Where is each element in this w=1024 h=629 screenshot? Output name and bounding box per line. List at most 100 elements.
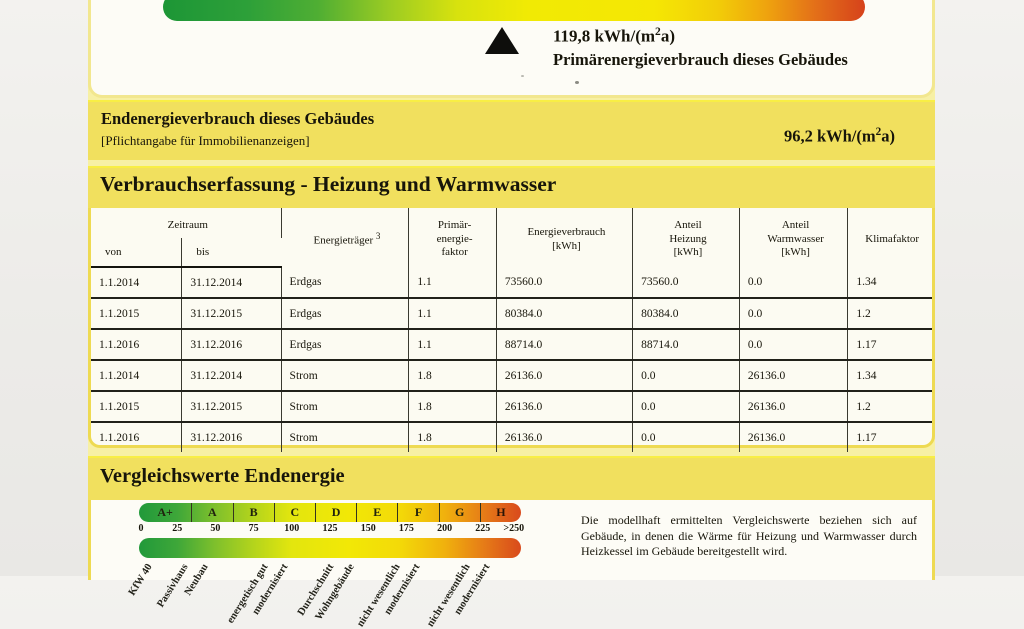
scale-tick: 125 xyxy=(322,523,338,534)
scale-tick: 50 xyxy=(210,523,221,534)
table-row: 1.1.2016 31.12.2016 Erdgas 1.1 88714.0 88714.… xyxy=(91,329,932,361)
comparison-scale: A+ A B C D E F G H 0 25 50 75 100 125 150 175 200 225 >250… xyxy=(127,500,525,629)
table-cell: 1.17 xyxy=(847,329,932,361)
rotated-building-label: KfW 40 xyxy=(126,562,155,598)
col-header-energieverbrauch: Energieverbrauch [kWh] xyxy=(496,208,634,267)
table-row: 1.1.2014 31.12.2014 Erdgas 1.1 73560.0 73560.… xyxy=(91,267,932,299)
final-energy-band: Endenergieverbrauch dieses Gebäudes [Pfl… xyxy=(88,100,935,160)
table-row: 1.1.2015 31.12.2015 Erdgas 1.1 80384.0 80384.… xyxy=(91,298,932,330)
col-header-anteil-warmwasser: Anteil Warmwasser [kWh] xyxy=(739,208,849,267)
table-cell: Erdgas xyxy=(281,267,410,299)
scan-noise-dot xyxy=(575,81,579,84)
table-cell: 26136.0 xyxy=(496,360,634,392)
efficiency-class-label: A+ xyxy=(139,503,193,522)
col-header-klimafaktor: Klimafaktor xyxy=(865,232,920,245)
comparison-note: Die modellhaft ermittelten Vergleichswer… xyxy=(581,513,917,558)
table-cell: 1.8 xyxy=(408,422,497,452)
final-energy-value-sup: 2 xyxy=(875,126,882,138)
table-cell: 26136.0 xyxy=(739,391,849,423)
certificate-frame: 119,8 kWh/(m2a) Primärenergieverbrauch d… xyxy=(88,0,935,629)
col-header-primaerfaktor: Primär- energie- faktor xyxy=(408,208,497,267)
table-cell: 88714.0 xyxy=(496,329,634,361)
primary-energy-label: Primärenergieverbrauch dieses Gebäudes xyxy=(553,50,848,69)
table-cell: 31.12.2015 xyxy=(181,391,282,423)
energietraeger-footnote: 3 xyxy=(375,230,381,241)
table-cell: 1.8 xyxy=(408,360,497,392)
table-cell: 1.34 xyxy=(847,360,932,392)
table-cell: Erdgas xyxy=(281,329,410,361)
table-cell: 73560.0 xyxy=(496,267,634,299)
table-cell: 1.1 xyxy=(408,267,497,299)
consumption-table-body: 1.1.2014 31.12.2014 Erdgas 1.1 73560.0 73560.… xyxy=(91,267,932,452)
table-cell: 1.2 xyxy=(847,391,932,423)
consumption-section-band: Verbrauchserfassung - Heizung und Warmwa… xyxy=(88,166,935,208)
table-cell: 1.1.2014 xyxy=(91,267,183,299)
table-cell: Strom xyxy=(281,391,410,423)
scale-tick: 0 xyxy=(138,523,144,534)
table-cell: 31.12.2014 xyxy=(181,267,282,299)
col-header-anteil-heizung: Anteil Heizung [kWh] xyxy=(632,208,740,267)
final-energy-value-text: 96,2 kWh/(m xyxy=(783,126,876,146)
efficiency-class-label: E xyxy=(357,503,399,522)
table-cell: 31.12.2015 xyxy=(181,298,282,330)
scale-tick: 200 xyxy=(437,523,453,534)
table-cell: 1.2 xyxy=(847,298,932,330)
efficiency-class-label: H xyxy=(496,505,506,519)
table-cell: 26136.0 xyxy=(496,422,634,452)
table-cell: 0.0 xyxy=(632,422,740,452)
consumption-table: Zeitraum Energieträger 3 Primär- energie… xyxy=(91,208,932,452)
table-cell: 31.12.2016 xyxy=(181,422,282,452)
table-cell: 1.1.2016 xyxy=(91,329,183,361)
table-cell: 1.1.2015 xyxy=(91,391,183,423)
comparison-section: A+ A B C D E F G H 0 25 50 75 100 125 150 175 200 225 >250… xyxy=(88,500,935,629)
scale-tick: 175 xyxy=(398,523,414,534)
col-header-zeitraum: Zeitraum xyxy=(91,208,282,238)
efficiency-class-label: G xyxy=(440,503,481,522)
consumption-marker-triangle-icon xyxy=(485,27,519,54)
efficiency-class-label: C xyxy=(275,503,316,522)
table-cell: 1.1 xyxy=(408,298,497,330)
efficiency-class-label: A xyxy=(192,503,234,522)
table-cell: 1.1 xyxy=(408,329,497,361)
scale-tick: 75 xyxy=(248,523,259,534)
col-header-bis: bis xyxy=(181,238,282,268)
table-cell: 73560.0 xyxy=(632,267,740,299)
efficiency-class-bar: A+ A B C D E F G H xyxy=(139,503,521,522)
comparison-gradient-bar xyxy=(139,538,521,558)
table-cell: 1.8 xyxy=(408,391,497,423)
scale-tick: 225 xyxy=(475,523,491,534)
table-cell: 1.1.2015 xyxy=(91,298,183,330)
table-cell: 0.0 xyxy=(739,329,849,361)
scale-tick-row: 0 25 50 75 100 125 150 175 200 225 >250 xyxy=(138,523,525,536)
table-cell: 0.0 xyxy=(632,360,740,392)
scale-tick: 25 xyxy=(172,523,183,534)
col-header-von: von xyxy=(91,238,183,268)
table-cell: Erdgas xyxy=(281,298,410,330)
primary-energy-gradient-bar xyxy=(163,0,865,21)
scale-tick: >250 xyxy=(503,523,525,534)
final-energy-value-unit: a) xyxy=(881,126,895,146)
table-cell: 26136.0 xyxy=(496,391,634,423)
efficiency-class-label: D xyxy=(316,503,358,522)
table-cell: Strom xyxy=(281,422,410,452)
comparison-section-band: Vergleichswerte Endenergie xyxy=(88,456,935,500)
table-cell: Strom xyxy=(281,360,410,392)
table-row: 1.1.2015 31.12.2015 Strom 1.8 26136.0 0.0 2613… xyxy=(91,391,932,423)
table-cell: 80384.0 xyxy=(632,298,740,330)
final-energy-subtitle: [Pflichtangabe für Immobilienanzeigen] xyxy=(101,133,310,148)
table-cell: 26136.0 xyxy=(739,360,849,392)
primary-energy-value-sup: 2 xyxy=(655,25,661,38)
scale-tick: 150 xyxy=(360,523,376,534)
table-cell: 31.12.2014 xyxy=(181,360,282,392)
table-cell: 1.34 xyxy=(847,267,932,299)
primary-energy-value-text: 119,8 kWh/(m xyxy=(553,26,656,46)
table-row: 1.1.2016 31.12.2016 Strom 1.8 26136.0 0.0 2613… xyxy=(91,422,932,452)
comparison-section-heading: Vergleichswerte Endenergie xyxy=(100,465,345,487)
table-cell: 0.0 xyxy=(632,391,740,423)
table-cell: 0.0 xyxy=(739,298,849,330)
table-cell: 1.1.2016 xyxy=(91,422,183,452)
consumption-table-card: Zeitraum Energieträger 3 Primär- energie… xyxy=(88,208,935,452)
energietraeger-label: Energieträger xyxy=(313,234,374,247)
final-energy-title: Endenergieverbrauch dieses Gebäudes xyxy=(101,109,375,128)
